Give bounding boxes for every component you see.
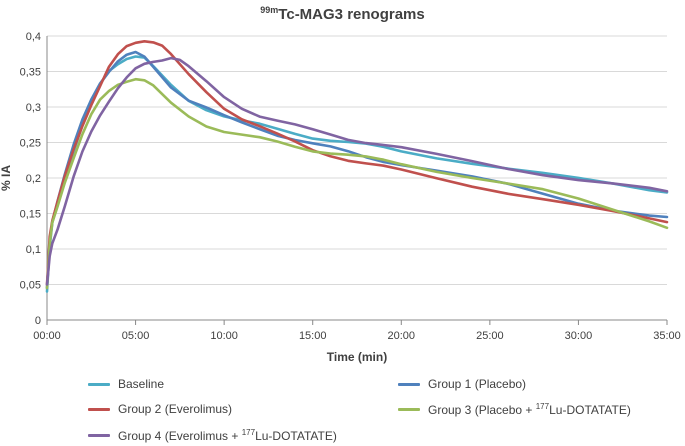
title-superscript: 99m xyxy=(260,5,279,15)
y-axis-title: % IA xyxy=(0,165,13,191)
legend-item-group2: Group 2 (Everolimus) xyxy=(88,402,232,416)
series-lines xyxy=(45,40,669,293)
legend-label-group3: Group 3 (Placebo + 177Lu-DOTATATE) xyxy=(428,402,631,417)
gridlines xyxy=(47,35,667,285)
y-tick-label: 0,25 xyxy=(20,138,41,150)
x-tick-label: 15:00 xyxy=(299,330,327,342)
legend-label-group3-prefix: Group 3 (Placebo + xyxy=(428,403,536,417)
legend-item-group1: Group 1 (Placebo) xyxy=(398,377,526,391)
legend-label-group4-suffix: Lu-DOTATATE) xyxy=(255,429,337,443)
legend-swatch-baseline xyxy=(88,382,110,386)
x-tick-label: 00:00 xyxy=(33,330,61,342)
x-tick-label: 10:00 xyxy=(210,330,238,342)
y-tick-label: 0,3 xyxy=(26,102,41,114)
x-tick-label: 35:00 xyxy=(653,330,681,342)
y-tick-label: 0,15 xyxy=(20,209,41,221)
legend-swatch-group1 xyxy=(398,382,420,386)
legend-item-group3: Group 3 (Placebo + 177Lu-DOTATATE) xyxy=(398,402,631,417)
legend-swatch-group2 xyxy=(88,407,110,411)
legend-swatch-group4 xyxy=(88,434,110,437)
y-tick-label: 0,1 xyxy=(26,244,41,256)
legend-label-group2: Group 2 (Everolimus) xyxy=(118,402,233,416)
legend-label-group3-suffix: Lu-DOTATATE) xyxy=(549,403,631,417)
legend-label-baseline: Baseline xyxy=(118,377,165,391)
y-tick-label: 0,05 xyxy=(20,280,41,292)
legend-label-group1: Group 1 (Placebo) xyxy=(428,377,527,391)
legend-label-group4-prefix: Group 4 (Everolimus + xyxy=(118,429,242,443)
x-tick-label: 20:00 xyxy=(388,330,416,342)
y-tick-label: 0,2 xyxy=(26,173,41,185)
axis-labels: 0 0,05 0,1 0,15 0,2 0,25 0,3 0,35 0,4 00:00 05:00 1… xyxy=(0,31,681,364)
y-tick-label: 0 xyxy=(35,315,41,327)
chart-title: 99mTc-MAG3 renograms xyxy=(0,0,685,25)
series-line-5 xyxy=(45,56,669,286)
series-line-3 xyxy=(45,40,669,286)
x-axis-title: Time (min) xyxy=(327,350,387,364)
legend-label-group4-sup: 177 xyxy=(241,428,256,437)
legend-item-baseline: Baseline xyxy=(88,377,164,391)
legend-label-group3-sup: 177 xyxy=(535,402,550,411)
series-line-4 xyxy=(45,77,669,290)
title-text: Tc-MAG3 renograms xyxy=(278,6,425,23)
legend-swatch-group3 xyxy=(398,408,420,411)
x-tick-label: 25:00 xyxy=(476,330,504,342)
x-tick-label: 05:00 xyxy=(122,330,150,342)
series-line-1 xyxy=(45,55,669,293)
x-tick-label: 30:00 xyxy=(565,330,593,342)
legend-item-group4: Group 4 (Everolimus + 177Lu-DOTATATE) xyxy=(88,428,337,443)
y-tick-label: 0,4 xyxy=(26,31,41,43)
legend-label-group4: Group 4 (Everolimus + 177Lu-DOTATATE) xyxy=(118,428,337,443)
series-line-2 xyxy=(45,50,669,290)
y-tick-label: 0,35 xyxy=(20,67,41,79)
